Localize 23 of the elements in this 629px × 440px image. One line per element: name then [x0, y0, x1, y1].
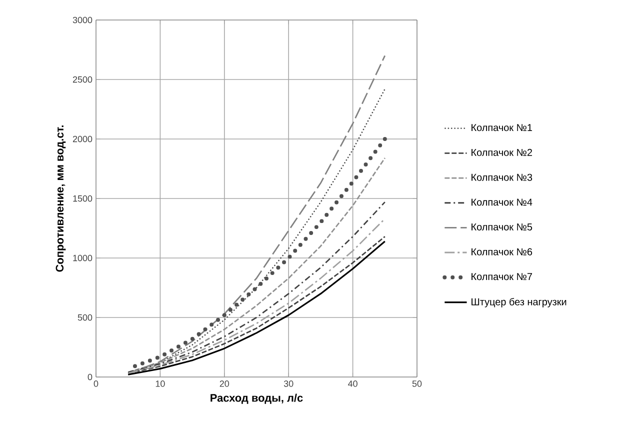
- legend-label: Колпачок №3: [472, 174, 532, 181]
- legend-label: Колпачок №1: [472, 124, 532, 132]
- y-tick-label: 3000: [72, 16, 92, 24]
- x-tick-label: 30: [284, 380, 294, 387]
- x-tick-label: 10: [156, 380, 165, 387]
- x-tick-label: 40: [348, 380, 358, 387]
- y-tick-label: 1000: [73, 254, 92, 262]
- legend-label: Колпачок №4: [472, 198, 532, 206]
- legend-label: Штуцер без нагрузки: [472, 298, 566, 308]
- y-tick-label: 2500: [72, 76, 92, 83]
- legend-label: Колпачок №7: [472, 273, 532, 280]
- x-tick-label: 20: [220, 380, 230, 387]
- y-tick-label: 2000: [72, 136, 92, 142]
- legend-label: Колпачок №5: [472, 223, 532, 230]
- y-tick-label: 500: [78, 314, 92, 321]
- x-axis-title: Расход воды, л/с: [210, 394, 303, 404]
- y-axis-title: Сопротивление, мм вод.ст.: [56, 126, 66, 272]
- y-tick-label: 0: [88, 374, 92, 380]
- legend-label: Колпачок №6: [472, 248, 532, 256]
- y-tick-label: 1500: [73, 195, 92, 202]
- x-tick-label: 0: [94, 380, 98, 387]
- x-tick-label: 50: [412, 380, 422, 387]
- legend-label: Колпачок №2: [472, 148, 532, 156]
